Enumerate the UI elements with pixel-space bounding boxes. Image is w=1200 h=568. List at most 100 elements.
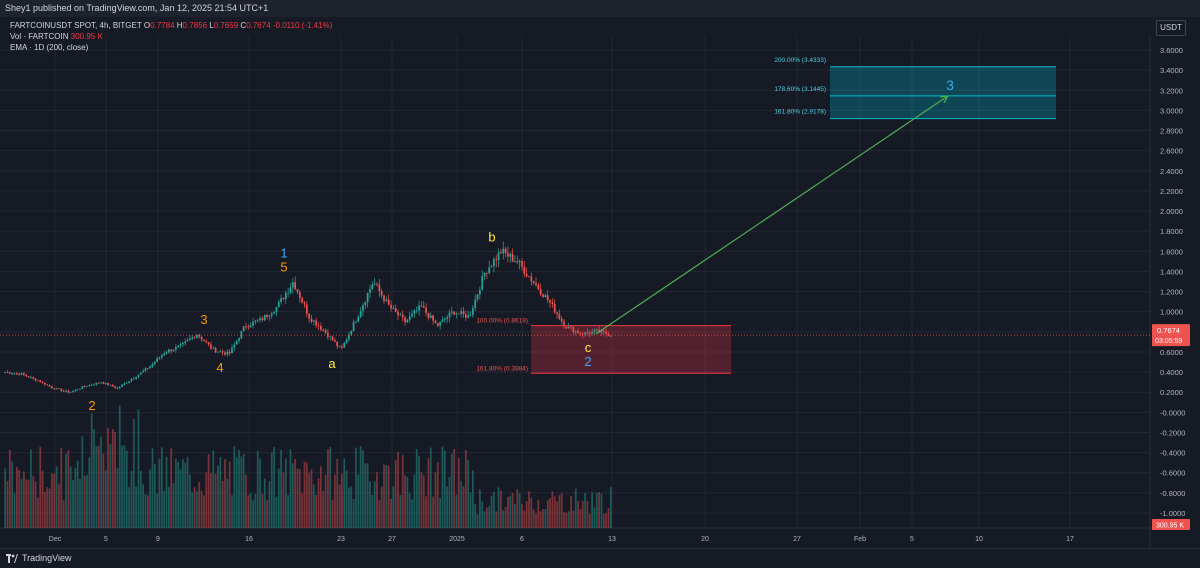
volume-bar (418, 456, 420, 528)
candle-body (432, 315, 434, 321)
volume-bar (362, 450, 364, 528)
volume-bar (397, 452, 399, 528)
volume-bar (11, 461, 14, 528)
volume-bar (341, 473, 343, 528)
volume-bar (394, 459, 397, 528)
candle-body (518, 260, 521, 263)
volume-bar (457, 458, 460, 528)
volume-tag-box (1152, 519, 1190, 530)
volume-bar (128, 487, 130, 528)
volume-bar (149, 469, 152, 528)
volume-bar (329, 446, 332, 528)
volume-bar (254, 493, 257, 528)
candle-body (55, 388, 58, 390)
price-axis[interactable] (1150, 36, 1200, 548)
volume-bar (436, 462, 439, 528)
volume-bar (81, 436, 84, 528)
volume-bar (439, 497, 441, 528)
volume-bar (432, 496, 434, 528)
low-value: 0.7659 (213, 21, 239, 30)
candle-body (310, 318, 313, 322)
volume-row[interactable]: Vol · FARTCOIN 300.95 K (10, 31, 332, 42)
volume-bar (97, 445, 100, 528)
last-price-tag[interactable]: 0.7674 03:05:59 (1152, 324, 1190, 347)
volume-bar (504, 507, 507, 528)
volume-bar (560, 493, 563, 528)
footer-brand[interactable]: TradingView (22, 553, 72, 563)
candle-body (81, 386, 84, 389)
volume-bar (298, 469, 301, 528)
volume-bar (182, 459, 184, 528)
candle-body (296, 289, 299, 293)
candle-body (305, 304, 308, 314)
candle-body (385, 299, 388, 302)
candle-body (488, 267, 491, 274)
candle-body (364, 302, 367, 306)
candle-body (544, 295, 547, 298)
candle-body (266, 314, 268, 317)
volume-bar (275, 496, 278, 528)
currency-button[interactable]: USDT (1156, 20, 1186, 36)
projection-arrow[interactable] (595, 95, 949, 335)
volume-bar (233, 446, 236, 528)
candle-body (369, 288, 371, 293)
candle-body (352, 322, 355, 332)
y-tick-label: 1.4000 (1160, 267, 1183, 276)
volume-bar (511, 492, 514, 528)
volume-bar (104, 470, 107, 528)
candle-body (588, 333, 591, 335)
candle-body (378, 284, 381, 291)
volume-bar (476, 513, 479, 528)
volume-bar (156, 493, 159, 528)
candle-body (586, 332, 589, 334)
candle-body (249, 325, 252, 328)
volume-bar (479, 489, 481, 528)
fib-retrace-zone[interactable]: 100.00% (0.8619) 161.80% (0.3884) (476, 318, 731, 374)
candle-body (366, 292, 369, 303)
candle-body (607, 333, 610, 336)
volume-bar (242, 454, 245, 528)
candle-body (387, 299, 390, 305)
candle-body (291, 282, 294, 288)
candle-body (205, 341, 208, 343)
volume-bar (235, 457, 238, 528)
volume-bar (8, 449, 11, 528)
volume-bar (327, 449, 329, 528)
volume-bar (600, 493, 603, 528)
candle-body (500, 252, 502, 254)
candle-body (184, 341, 187, 343)
volume-bar (469, 492, 472, 528)
y-tick-label: -0.4000 (1160, 449, 1185, 458)
volume-tag[interactable]: 300.95 K (1152, 519, 1190, 530)
symbol-label[interactable]: FARTCOINUSDT SPOT, 4h, BITGET (10, 21, 142, 30)
candle-body (404, 317, 406, 323)
candle-body (6, 372, 9, 373)
ema-row[interactable]: EMA · 1D (200, close) (10, 42, 332, 53)
candle-body (502, 248, 505, 254)
candle-body (504, 248, 507, 254)
candle-body (420, 305, 423, 307)
grid (0, 36, 1150, 528)
candle-body (200, 336, 203, 340)
candle-body (605, 331, 608, 334)
volume-bar (65, 453, 67, 528)
volume-bar (420, 472, 423, 528)
fib-target-zone[interactable]: 200.00% (3.4333) 178.60% (3.1445) 161.80% … (774, 57, 1056, 120)
y-tick-label: 1.8000 (1160, 227, 1183, 236)
retrace-zone-fill (531, 325, 731, 374)
candle-body (399, 314, 402, 316)
volume-bar (291, 463, 294, 528)
candle-body (312, 320, 315, 322)
candle-body (556, 312, 558, 315)
volume-bar (411, 499, 413, 528)
candle-body (128, 381, 130, 383)
volume-bar (177, 461, 180, 528)
volume-bar (144, 493, 147, 528)
candle-body (322, 329, 325, 331)
volume-bar (591, 492, 593, 528)
y-tick-label: 2.4000 (1160, 167, 1183, 176)
volume-bar (336, 458, 339, 528)
candle-body (439, 321, 441, 326)
candle-body (221, 351, 224, 353)
